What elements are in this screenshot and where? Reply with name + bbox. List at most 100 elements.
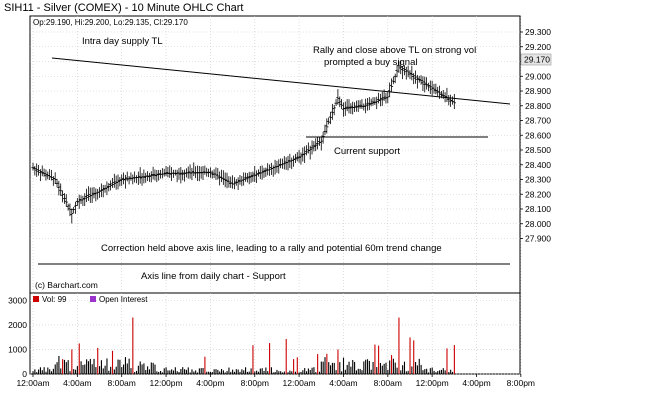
- volume-bar: [141, 364, 143, 374]
- volume-bar: [124, 357, 126, 374]
- volume-bar: [422, 370, 424, 374]
- time-x-tick-label: 8:00pm: [507, 378, 535, 388]
- volume-bar: [113, 369, 115, 374]
- volume-bar: [108, 370, 110, 374]
- volume-bar: [69, 371, 71, 374]
- volume-bar: [433, 370, 435, 374]
- volume-bar: [233, 371, 236, 374]
- volume-bar: [34, 369, 36, 374]
- volume-bar: [137, 365, 139, 374]
- volume-bar: [217, 369, 219, 374]
- volume-bar: [160, 370, 162, 374]
- chart-title: SIH11 - Silver (COMEX) - 10 Minute OHLC …: [4, 2, 244, 14]
- volume-bar: [416, 365, 418, 374]
- volume-bar: [132, 317, 134, 374]
- volume-bar: [392, 358, 394, 374]
- time-x-axis: 12:00am 4:00am 8:00am 12:00pm 4:00pm 8:00pm 12…: [16, 374, 535, 388]
- price-y-tick-label: 28.100: [525, 204, 551, 214]
- volume-bar: [350, 366, 352, 374]
- volume-bar: [427, 372, 430, 374]
- volume-bar: [213, 369, 215, 374]
- annotation-axis-line: Axis line from daily chart - Support: [141, 271, 286, 282]
- volume-bar: [363, 361, 365, 374]
- volume-bar: [451, 371, 454, 374]
- volume-bar: [442, 368, 444, 374]
- volume-bar: [143, 363, 145, 374]
- price-y-tick-label: 28.400: [525, 160, 551, 170]
- volume-bar: [239, 371, 241, 374]
- volume-bar: [348, 361, 350, 374]
- volume-bar: [250, 368, 252, 374]
- price-y-tick-label: 28.800: [525, 101, 551, 111]
- volume-bar: [257, 371, 260, 374]
- volume-bar: [224, 372, 226, 374]
- volume-bar: [415, 362, 417, 374]
- volume-bar: [161, 372, 163, 374]
- volume-bar: [305, 371, 308, 374]
- volume-bar: [374, 344, 376, 374]
- volume-bar: [311, 367, 313, 374]
- volume-bar: [134, 372, 136, 374]
- volume-bar: [208, 371, 210, 374]
- volume-bar: [228, 367, 230, 374]
- volume-bar: [387, 369, 389, 374]
- volume-bar: [403, 361, 406, 374]
- time-x-tick-label: 4:00am: [63, 378, 91, 388]
- volume-bar: [281, 372, 284, 374]
- volume-bar: [87, 361, 90, 374]
- volume-bar: [294, 371, 297, 374]
- volume-bar: [440, 369, 442, 374]
- volume-bar: [420, 364, 422, 374]
- volume-bar: [39, 367, 41, 374]
- volume-bar: [75, 369, 77, 374]
- volume-y-tick-label: 2000: [8, 320, 27, 330]
- volume-bar: [117, 359, 119, 374]
- volume-bar: [220, 368, 223, 374]
- volume-bar: [121, 367, 123, 374]
- volume-bar: [418, 358, 420, 374]
- volume-bar: [187, 367, 189, 374]
- volume-bar: [80, 361, 82, 374]
- volume-bar: [405, 371, 407, 374]
- volume-bar: [287, 372, 289, 374]
- volume-bar: [453, 345, 455, 374]
- volume-bar: [365, 359, 367, 374]
- volume-bar: [337, 349, 339, 374]
- volume-bar: [280, 371, 282, 374]
- volume-bar: [167, 370, 169, 374]
- volume-bar: [171, 369, 173, 374]
- price-panel-frame: [29, 15, 521, 294]
- time-x-tick-label: 8:00am: [374, 378, 402, 388]
- volume-bar: [152, 362, 154, 374]
- volume-bar: [407, 370, 409, 374]
- volume-bar: [411, 366, 413, 374]
- volume-bar: [341, 371, 343, 374]
- price-y-tick-label: 28.500: [525, 145, 551, 155]
- volume-bar: [400, 370, 402, 374]
- volume-bar: [128, 358, 130, 374]
- volume-bar: [307, 368, 309, 374]
- volume-bar: [204, 356, 206, 374]
- volume-bar: [413, 340, 415, 374]
- volume-bar: [63, 359, 66, 374]
- volume-bar: [267, 371, 269, 374]
- volume-bar: [100, 360, 102, 374]
- last-price-tag: 29.170: [524, 55, 550, 65]
- volume-bar: [322, 361, 324, 374]
- time-x-tick-label: 12:00am: [16, 378, 49, 388]
- volume-bar: [36, 372, 38, 374]
- volume-bar: [245, 367, 247, 374]
- volume-bar: [439, 370, 441, 374]
- volume-bar: [355, 370, 357, 374]
- volume-bar: [261, 368, 263, 374]
- time-x-tick-label: 12:00pm: [416, 378, 449, 388]
- price-y-tick-label: 28.700: [525, 116, 551, 126]
- volume-bar: [230, 371, 232, 374]
- vol-legend-swatch: [33, 296, 39, 302]
- volume-bar: [104, 365, 106, 374]
- volume-bar: [320, 361, 322, 374]
- volume-bar: [45, 371, 47, 374]
- time-x-tick-label: 4:00am: [329, 378, 357, 388]
- volume-bar: [426, 368, 428, 374]
